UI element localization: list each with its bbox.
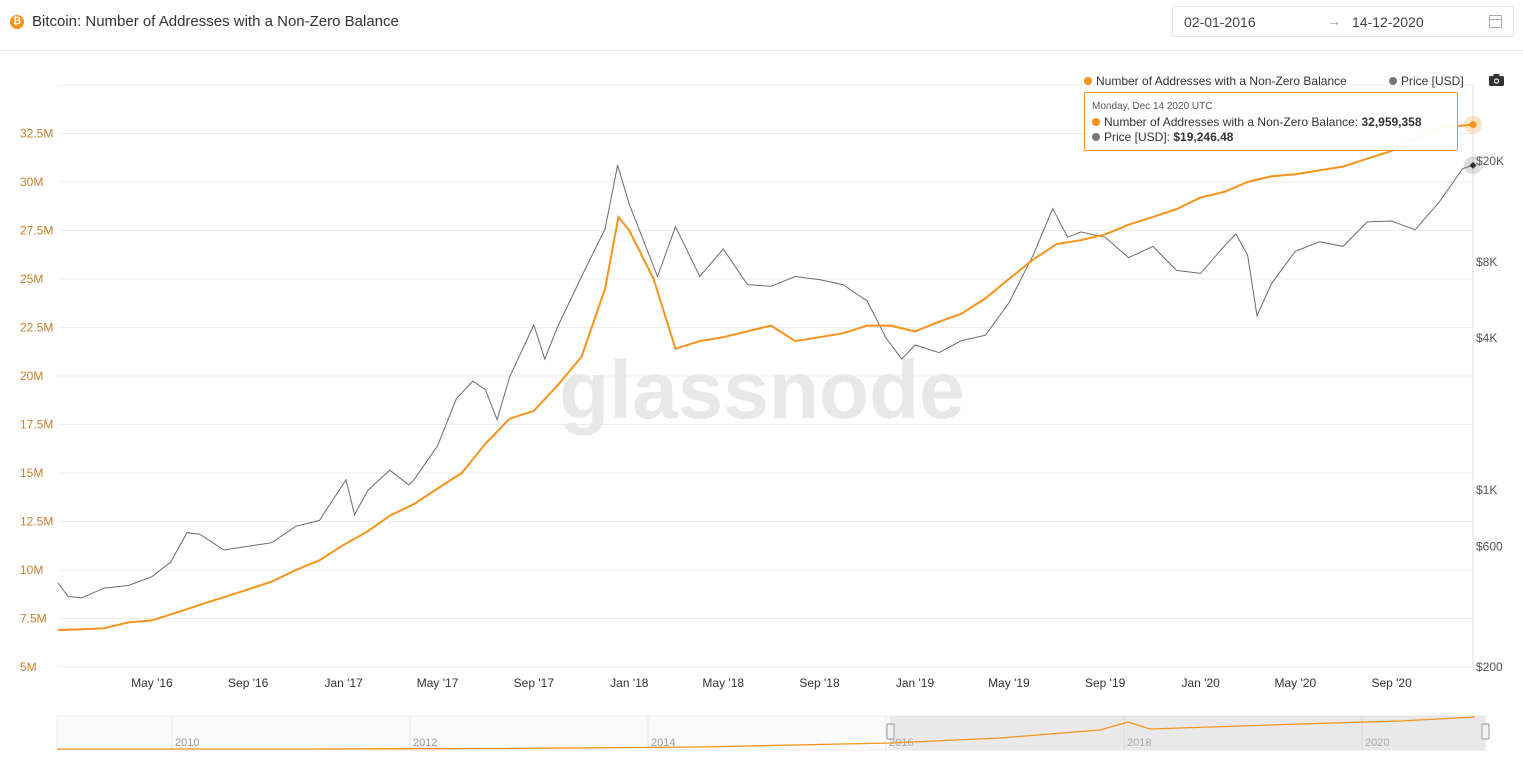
x-axis-tick-label: May '17 bbox=[417, 676, 459, 690]
tooltip-row-price: Price [USD]: $19,246.48 bbox=[1092, 130, 1233, 144]
x-axis-tick-label: May '19 bbox=[988, 676, 1030, 690]
date-to-input[interactable]: 14-12-2020 bbox=[1352, 14, 1424, 30]
navigator-handle-left[interactable] bbox=[886, 723, 895, 740]
left-axis-tick-label: 20M bbox=[20, 369, 43, 383]
grid-lines bbox=[58, 84, 1474, 668]
left-axis-tick-label: 17.5M bbox=[20, 418, 53, 432]
chart-header: ₿ Bitcoin: Number of Addresses with a No… bbox=[0, 0, 1523, 51]
left-axis-tick-label: 25M bbox=[20, 272, 43, 286]
x-axis-tick-label: Sep '18 bbox=[799, 676, 840, 690]
left-axis-tick-label: 5M bbox=[20, 660, 37, 674]
tooltip-price-value: $19,246.48 bbox=[1173, 130, 1234, 144]
watermark: glassnode bbox=[559, 345, 965, 436]
tooltip-addresses-label: Number of Addresses with a Non-Zero Bala… bbox=[1104, 115, 1359, 129]
tooltip-dot-price bbox=[1092, 133, 1100, 141]
addresses-series-line bbox=[57, 123, 1474, 632]
left-axis-tick-label: 12.5M bbox=[20, 515, 53, 529]
x-axis-tick-label: Jan '18 bbox=[610, 676, 649, 690]
tooltip-dot-addresses bbox=[1092, 118, 1100, 126]
date-range-picker[interactable]: 02-01-2016 → 14-12-2020 bbox=[1172, 6, 1514, 37]
navigator-year-label: 2020 bbox=[1365, 737, 1389, 749]
legend-item-addresses[interactable]: Number of Addresses with a Non-Zero Bala… bbox=[1084, 74, 1347, 88]
legend-dot-addresses bbox=[1084, 77, 1092, 85]
navigator-year-label: 2010 bbox=[175, 737, 199, 749]
chart-tooltip: Monday, Dec 14 2020 UTC Number of Addres… bbox=[1084, 92, 1458, 151]
right-axis: $200 $600 $1K $4K $8K $20K bbox=[1476, 154, 1504, 674]
x-axis-tick-label: May '18 bbox=[702, 676, 744, 690]
chart-title: Bitcoin: Number of Addresses with a Non-… bbox=[32, 13, 399, 30]
camera-icon[interactable] bbox=[1489, 74, 1504, 86]
calendar-icon[interactable] bbox=[1489, 15, 1502, 28]
navigator-series-line bbox=[57, 716, 1476, 750]
x-axis-tick-label: Jan '20 bbox=[1181, 676, 1220, 690]
tooltip-date: Monday, Dec 14 2020 UTC bbox=[1092, 101, 1213, 112]
x-axis-tick-label: Jan '17 bbox=[324, 676, 363, 690]
navigator-year-label: 2012 bbox=[413, 737, 437, 749]
left-axis: 5M 7.5M 10M 12.5M 15M 17.5M 20M 22.5M 25M 27.5M 30… bbox=[20, 127, 53, 675]
x-axis: May '16 Sep '16 Jan '17 May '17 Sep '17 Jan '… bbox=[131, 676, 1412, 690]
right-axis-tick-label: $20K bbox=[1476, 154, 1504, 168]
navigator-year-label: 2018 bbox=[1127, 737, 1151, 749]
hover-markers bbox=[1464, 115, 1482, 175]
arrow-right-icon: → bbox=[1327, 13, 1341, 29]
x-axis-tick-label: Sep '19 bbox=[1085, 676, 1126, 690]
x-axis-tick-label: Jan '19 bbox=[896, 676, 935, 690]
range-navigator: 201020122014201620182020 bbox=[56, 715, 1490, 751]
x-axis-tick-label: Sep '20 bbox=[1371, 676, 1412, 690]
left-axis-tick-label: 27.5M bbox=[20, 224, 53, 238]
tooltip-row-addresses: Number of Addresses with a Non-Zero Bala… bbox=[1092, 115, 1422, 129]
left-axis-tick-label: 32.5M bbox=[20, 127, 53, 141]
bitcoin-icon: ₿ bbox=[10, 15, 24, 29]
legend-item-price[interactable]: Price [USD] bbox=[1389, 74, 1464, 88]
left-axis-tick-label: 10M bbox=[20, 563, 43, 577]
right-axis-tick-label: $1K bbox=[1476, 483, 1497, 497]
legend-label-price: Price [USD] bbox=[1401, 74, 1464, 88]
x-axis-tick-label: May '20 bbox=[1275, 676, 1317, 690]
right-axis-tick-label: $600 bbox=[1476, 539, 1503, 553]
legend-dot-price bbox=[1389, 77, 1397, 85]
navigator-year-label: 2014 bbox=[651, 737, 675, 749]
tooltip-addresses-value: 32,959,358 bbox=[1361, 115, 1422, 129]
left-axis-tick-label: 22.5M bbox=[20, 321, 53, 335]
right-axis-tick-label: $200 bbox=[1476, 660, 1503, 674]
x-axis-tick-label: May '16 bbox=[131, 676, 173, 690]
addresses-hover-point bbox=[1469, 121, 1477, 129]
price-series-group bbox=[57, 164, 1474, 599]
price-series-line bbox=[57, 164, 1474, 599]
date-from-input[interactable]: 02-01-2016 bbox=[1184, 14, 1256, 30]
legend-label-addresses: Number of Addresses with a Non-Zero Bala… bbox=[1096, 74, 1347, 88]
right-axis-tick-label: $8K bbox=[1476, 255, 1497, 269]
navigator-handle-right[interactable] bbox=[1481, 723, 1490, 740]
tooltip-price-label: Price [USD]: bbox=[1104, 130, 1171, 144]
x-axis-tick-label: Sep '17 bbox=[514, 676, 555, 690]
right-axis-tick-label: $4K bbox=[1476, 331, 1497, 345]
left-axis-tick-label: 7.5M bbox=[20, 612, 47, 626]
x-axis-tick-label: Sep '16 bbox=[228, 676, 269, 690]
left-axis-tick-label: 30M bbox=[20, 175, 43, 189]
left-axis-tick-label: 15M bbox=[20, 466, 43, 480]
navigator-background bbox=[56, 715, 1487, 751]
addresses-series-group bbox=[57, 123, 1474, 632]
